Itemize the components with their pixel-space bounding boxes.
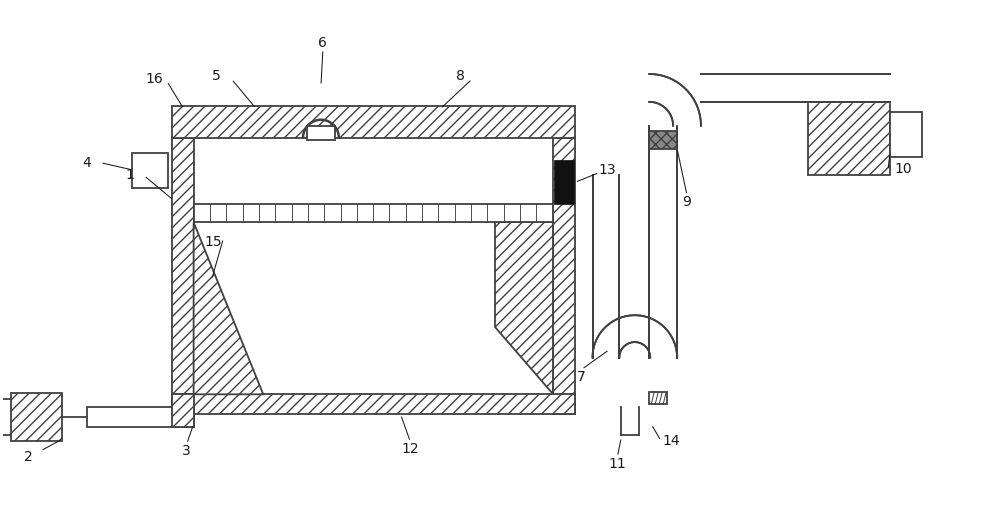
Polygon shape xyxy=(701,74,890,102)
Text: 2: 2 xyxy=(24,450,33,464)
Text: 16: 16 xyxy=(145,72,163,86)
Polygon shape xyxy=(619,342,650,358)
Polygon shape xyxy=(194,222,553,394)
Polygon shape xyxy=(194,222,263,394)
Text: 4: 4 xyxy=(83,155,92,170)
Bar xyxy=(11,393,62,441)
Bar xyxy=(172,394,194,427)
Bar xyxy=(0,399,13,435)
Polygon shape xyxy=(495,222,553,394)
Text: 15: 15 xyxy=(205,235,222,249)
Bar xyxy=(132,153,168,188)
Polygon shape xyxy=(593,126,677,358)
Bar xyxy=(554,160,574,205)
Bar xyxy=(307,126,335,140)
Text: 11: 11 xyxy=(609,457,626,471)
Bar xyxy=(194,205,553,222)
Text: 9: 9 xyxy=(683,196,691,209)
Text: 13: 13 xyxy=(599,163,616,178)
Bar xyxy=(172,394,575,414)
Bar xyxy=(649,392,667,404)
Text: 14: 14 xyxy=(662,434,680,448)
Bar xyxy=(172,106,575,138)
Bar xyxy=(553,138,575,414)
Text: 5: 5 xyxy=(212,69,221,83)
Polygon shape xyxy=(649,74,701,126)
Polygon shape xyxy=(619,126,649,358)
Text: 1: 1 xyxy=(126,169,134,182)
Bar xyxy=(890,112,922,157)
Bar xyxy=(649,131,677,148)
Bar xyxy=(87,407,194,427)
Text: 12: 12 xyxy=(402,442,419,456)
Text: 10: 10 xyxy=(894,162,912,175)
Text: 7: 7 xyxy=(577,370,586,384)
Bar xyxy=(808,94,890,175)
Bar xyxy=(172,138,194,414)
Text: 6: 6 xyxy=(318,36,327,50)
Bar xyxy=(194,138,553,394)
Text: 8: 8 xyxy=(456,69,465,83)
Text: 3: 3 xyxy=(182,444,191,458)
